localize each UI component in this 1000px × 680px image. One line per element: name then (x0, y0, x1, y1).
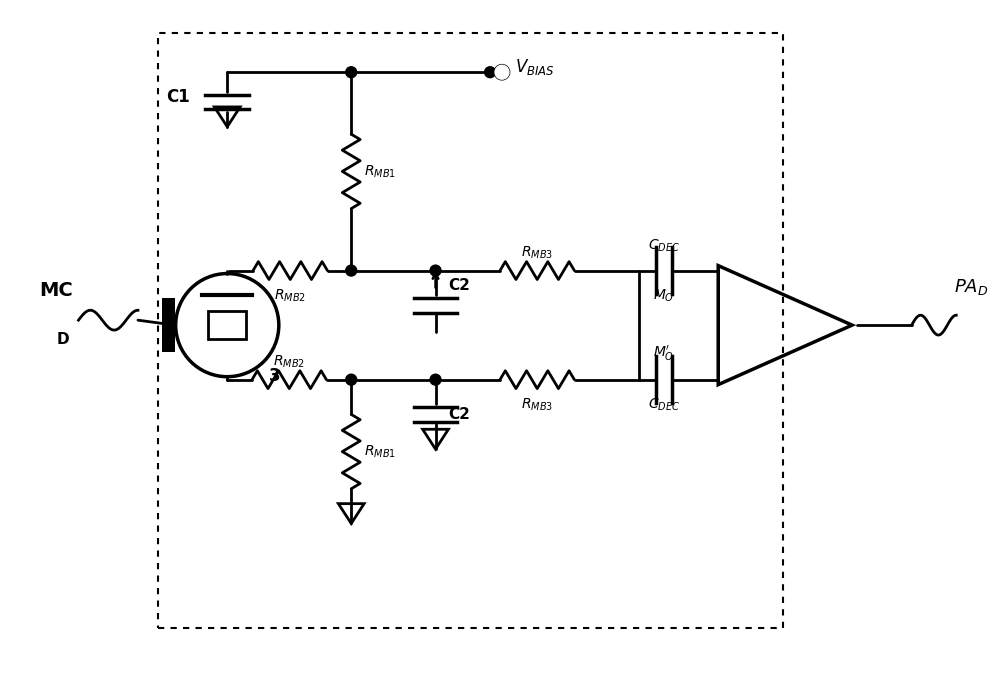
Circle shape (495, 65, 509, 79)
Text: $R_{MB1}$: $R_{MB1}$ (364, 443, 396, 460)
Text: $R_{MB1}$: $R_{MB1}$ (364, 163, 396, 180)
Circle shape (430, 374, 441, 385)
Text: $PA_D$: $PA_D$ (954, 277, 988, 297)
Text: C1: C1 (166, 88, 190, 106)
Text: $R_{MB3}$: $R_{MB3}$ (521, 396, 553, 413)
Text: C2: C2 (448, 407, 470, 422)
Text: $R_{MB3}$: $R_{MB3}$ (521, 244, 553, 260)
Text: C2: C2 (448, 278, 470, 293)
Circle shape (346, 374, 357, 385)
Text: $V_{BIAS}$: $V_{BIAS}$ (515, 57, 555, 78)
Text: MC: MC (39, 282, 73, 301)
Circle shape (346, 67, 357, 78)
Polygon shape (162, 299, 175, 352)
Text: $M_O'$: $M_O'$ (653, 343, 674, 363)
Text: $C_{DEC}$: $C_{DEC}$ (648, 396, 680, 413)
Text: $R_{MB2}$: $R_{MB2}$ (274, 288, 306, 304)
Circle shape (430, 265, 441, 276)
Text: 3: 3 (269, 367, 281, 385)
Text: $R_{MB2}$: $R_{MB2}$ (273, 354, 305, 370)
Circle shape (346, 265, 357, 276)
Text: $C_{DEC}$: $C_{DEC}$ (648, 237, 680, 254)
Circle shape (485, 67, 496, 78)
Text: D: D (57, 332, 69, 347)
Text: $M_O$: $M_O$ (653, 288, 674, 304)
